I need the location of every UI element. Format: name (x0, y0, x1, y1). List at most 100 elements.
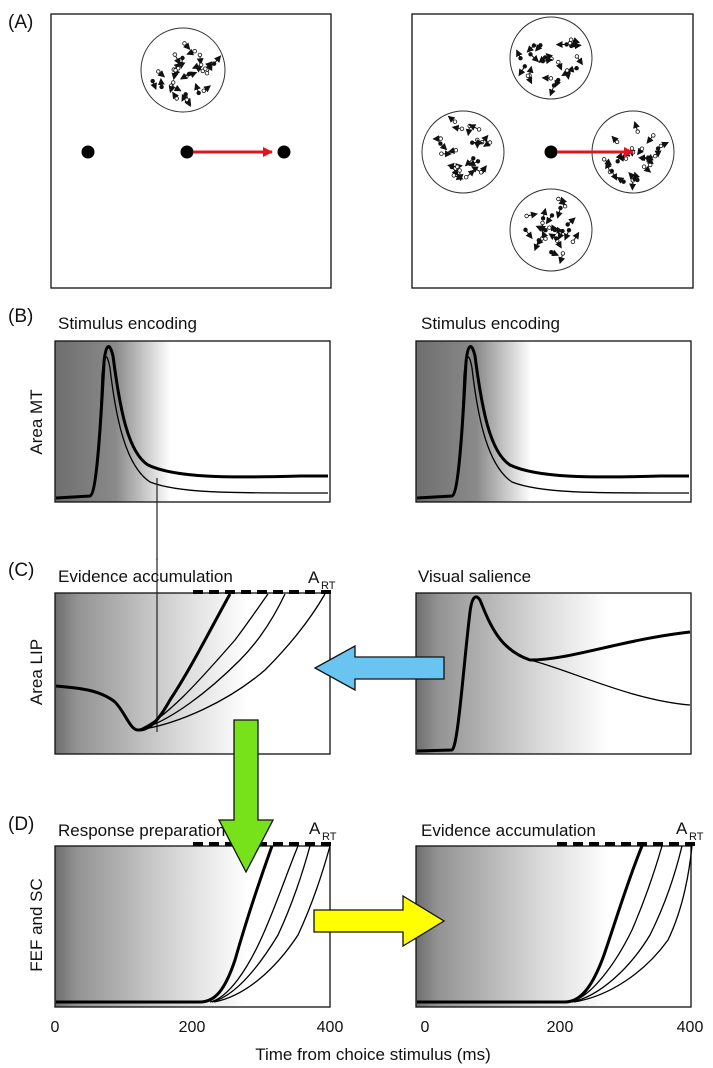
motion-dot (174, 96, 179, 101)
motion-dot (476, 127, 482, 132)
motion-dot (522, 64, 527, 69)
ylabel-area-lip: Area LIP (27, 639, 46, 705)
motion-dot (658, 143, 664, 149)
motion-dot (478, 170, 484, 175)
motion-dot (439, 151, 444, 156)
motion-dot (150, 78, 155, 84)
motion-dot (609, 168, 614, 174)
threshold-subscript: RT (321, 580, 336, 592)
motion-dot (648, 162, 653, 168)
motion-dot (560, 228, 565, 234)
fef-accumulator-mid (569, 845, 663, 1003)
motion-dot (653, 153, 658, 159)
motion-dot (525, 73, 531, 78)
motion-dot (528, 52, 533, 57)
fef-accumulator-slow (211, 845, 311, 1003)
motion-dot (635, 129, 640, 134)
motion-dot (172, 52, 177, 57)
yellow-arrow (313, 894, 446, 948)
motion-dot (558, 205, 563, 211)
motion-dot (518, 56, 523, 61)
motion-dot (531, 43, 537, 48)
motion-dot (201, 88, 206, 93)
motion-dot (629, 146, 635, 151)
motion-dot (540, 220, 545, 226)
motion-dot (552, 227, 557, 233)
fef-accumulator-slowest (573, 845, 693, 1003)
motion-dot (549, 213, 555, 218)
title-d-left: Response preparation (58, 821, 225, 840)
motion-dot (543, 236, 548, 241)
motion-dot (641, 164, 647, 169)
motion-dot (543, 227, 548, 233)
fef-accumulator-fast (417, 845, 644, 1004)
motion-dot (570, 239, 576, 244)
x-tick-right-400: 400 (677, 1019, 704, 1036)
panel-letter-c: (C) (8, 560, 34, 581)
plot-mt-left (54, 340, 331, 503)
motion-dot (566, 227, 572, 233)
x-tick-left-400: 400 (317, 1019, 344, 1036)
motion-dot (182, 41, 187, 46)
motion-dot (470, 140, 475, 145)
motion-dot (184, 97, 189, 102)
motion-dot (197, 52, 203, 58)
title-b-right: Stimulus encoding (421, 314, 560, 333)
fef-accumulator-slow (571, 845, 683, 1003)
stimulus-display-left (50, 13, 332, 289)
motion-dot (196, 90, 201, 96)
motion-dot (565, 222, 570, 227)
motion-dot (556, 196, 561, 202)
lip-salience-in-rf (416, 595, 691, 753)
x-axis-label: Time from choice stimulus (ms) (255, 1045, 491, 1064)
panel-letter-d: (D) (8, 814, 34, 835)
panel-letter-a: (A) (8, 12, 33, 33)
motion-dot (639, 146, 645, 151)
motion-dot (183, 92, 188, 97)
motion-dot (159, 84, 164, 90)
motion-dot (632, 176, 637, 182)
motion-dot (655, 146, 661, 151)
motion-dot (640, 156, 645, 161)
motion-dot (459, 126, 465, 131)
ylabel-fef-sc: FEF and SC (27, 878, 46, 972)
motion-dot (547, 225, 552, 230)
motion-dot (186, 71, 192, 77)
fef-accumulator-mid (209, 845, 299, 1003)
motion-dot (452, 119, 458, 124)
motion-dot (651, 133, 656, 138)
motion-dot (556, 77, 561, 83)
dot-aperture-bottom (509, 188, 593, 272)
title-b-left: Stimulus encoding (58, 314, 197, 333)
green-arrow (217, 719, 275, 874)
lip-accumulator-slowest (137, 593, 326, 731)
motion-dot (560, 251, 566, 256)
motion-dot (475, 159, 481, 164)
dot-aperture-left (421, 110, 505, 194)
x-tick-right-0: 0 (421, 1019, 430, 1036)
threshold-symbol: A (308, 568, 320, 587)
threshold-label-d-left: A RT (309, 819, 337, 843)
motion-dot (542, 55, 548, 60)
threshold-symbol: A (309, 819, 321, 838)
motion-dot (438, 136, 443, 141)
motion-dot (556, 60, 561, 65)
plot-fef-left (54, 842, 333, 1008)
blue-arrow (313, 644, 445, 692)
fef-accumulator-fast (56, 845, 274, 1004)
motion-dot (540, 216, 546, 221)
motion-dot (170, 80, 176, 85)
motion-dot (523, 227, 528, 232)
lip-accumulator-slow (137, 593, 286, 731)
motion-dot (574, 54, 580, 59)
ylabel-area-mt: Area MT (27, 389, 46, 454)
motion-dot (438, 141, 443, 146)
motion-dot (487, 140, 493, 145)
mt-null-curve (55, 356, 329, 499)
lip-salience-out-rf (529, 659, 691, 706)
motion-dot (479, 139, 485, 145)
motion-dot (564, 68, 570, 73)
threshold-subscript: RT (689, 831, 704, 843)
plot-mt-right (415, 340, 692, 503)
